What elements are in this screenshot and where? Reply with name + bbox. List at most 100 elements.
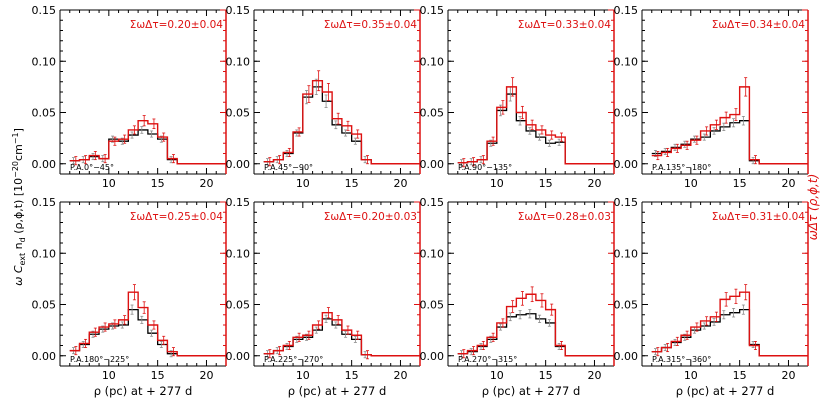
y-tick-label: 0.00 bbox=[420, 350, 445, 363]
x-tick-label: 15 bbox=[151, 177, 165, 190]
y-tick-label: 0.15 bbox=[32, 4, 57, 17]
y-tick-label: 0.10 bbox=[614, 247, 639, 260]
y-tick-label: 0.05 bbox=[226, 299, 251, 312]
y-tick-label: 0.05 bbox=[420, 107, 445, 120]
y-tick-label: 0.05 bbox=[420, 299, 445, 312]
x-tick-label: 10 bbox=[296, 369, 310, 382]
series-red-line bbox=[69, 291, 226, 357]
tau-sum-label: ΣωΔτ=0.34±0.04 bbox=[712, 19, 806, 31]
x-tick-label: 10 bbox=[296, 177, 310, 190]
panel-4: 0.00 0.05 0.10 0.15 10 15 20 ΣωΔτ=0.34±0.04 P.A.… bbox=[614, 4, 809, 190]
x-tick-label: 10 bbox=[102, 177, 116, 190]
ylabel-left-tail: (ρ,ϕ,t) [10 bbox=[12, 178, 25, 237]
y-tick-label: 0.00 bbox=[226, 158, 251, 171]
x-tick-label: 20 bbox=[587, 369, 601, 382]
ylabel-left-mid: n bbox=[12, 242, 25, 252]
x-tick-label: 10 bbox=[684, 369, 698, 382]
ylabel-right: ωΔτ (ρ,ϕ,t) bbox=[806, 174, 820, 241]
tau-sum-label: ΣωΔτ=0.31±0.04 bbox=[712, 211, 806, 223]
y-tick-label: 0.15 bbox=[32, 196, 57, 209]
panel-1: 0.00 0.05 0.10 0.15 10 15 20 ΣωΔτ=0.20±0.04 P.A.… bbox=[32, 4, 227, 190]
series-red-line bbox=[651, 86, 808, 165]
y-tick-label: 0.10 bbox=[226, 55, 251, 68]
ylabel-left: ω Cext nd (ρ,ϕ,t) [10−20cm−1] bbox=[11, 128, 27, 286]
x-tick-label: 15 bbox=[151, 369, 165, 382]
position-angle-label: P.A.90°−135° bbox=[458, 163, 512, 172]
position-angle-label: P.A.135°−180° bbox=[652, 163, 711, 172]
y-tick-label: 0.00 bbox=[614, 158, 639, 171]
y-tick-label: 0.00 bbox=[614, 350, 639, 363]
y-tick-label: 0.00 bbox=[32, 158, 57, 171]
ylabel-left-sup: −20 bbox=[11, 161, 20, 178]
series-red-line bbox=[69, 120, 226, 165]
series-black-line bbox=[651, 308, 808, 357]
y-tick-label: 0.05 bbox=[226, 107, 251, 120]
ylabel-left-sup2: −1 bbox=[11, 132, 20, 144]
ylabel-left-end: cm bbox=[12, 144, 25, 161]
panels-group: 0.00 0.05 0.10 0.15 10 15 20 ΣωΔτ=0.20±0.04 P.A.… bbox=[32, 4, 809, 398]
y-tick-label: 0.05 bbox=[32, 299, 57, 312]
y-tick-label: 0.00 bbox=[226, 350, 251, 363]
x-tick-label: 15 bbox=[345, 177, 359, 190]
position-angle-label: P.A.180°−225° bbox=[70, 355, 129, 364]
x-tick-label: 15 bbox=[733, 177, 747, 190]
tau-sum-label: ΣωΔτ=0.20±0.03 bbox=[324, 211, 417, 223]
x-axis-label: ρ (pc) at + 277 d bbox=[94, 384, 193, 398]
x-tick-label: 20 bbox=[587, 177, 601, 190]
y-tick-label: 0.00 bbox=[420, 158, 445, 171]
y-tick-label: 0.05 bbox=[614, 299, 639, 312]
position-angle-label: P.A.270°−315° bbox=[458, 355, 517, 364]
position-angle-label: P.A.0°−45° bbox=[70, 163, 114, 172]
x-tick-label: 10 bbox=[490, 369, 504, 382]
position-angle-label: P.A.45°−90° bbox=[264, 163, 313, 172]
tau-sum-label: ΣωΔτ=0.28±0.03 bbox=[518, 211, 611, 223]
x-axis-label: ρ (pc) at + 277 d bbox=[482, 384, 581, 398]
position-angle-label: P.A.225°−270° bbox=[264, 355, 323, 364]
x-tick-label: 10 bbox=[102, 369, 116, 382]
panel-3: 0.00 0.05 0.10 0.15 10 15 20 ΣωΔτ=0.33±0.04 P.A.… bbox=[420, 4, 615, 190]
y-tick-label: 0.05 bbox=[32, 107, 57, 120]
y-tick-label: 0.15 bbox=[614, 4, 639, 17]
position-angle-label: P.A.315°−360° bbox=[652, 355, 711, 364]
x-tick-label: 10 bbox=[684, 177, 698, 190]
y-tick-label: 0.10 bbox=[226, 247, 251, 260]
x-tick-label: 15 bbox=[345, 369, 359, 382]
x-tick-label: 15 bbox=[539, 177, 553, 190]
y-tick-label: 0.10 bbox=[32, 247, 57, 260]
x-tick-label: 15 bbox=[539, 369, 553, 382]
x-tick-label: 20 bbox=[199, 177, 213, 190]
panel-7: 0.00 0.05 0.10 0.15 10 15 20 ΣωΔτ=0.28±0.03 P.A.… bbox=[420, 196, 615, 398]
x-tick-label: 10 bbox=[490, 177, 504, 190]
tau-sum-label: ΣωΔτ=0.25±0.04 bbox=[130, 211, 224, 223]
y-tick-label: 0.15 bbox=[420, 4, 445, 17]
series-red-line bbox=[457, 293, 614, 357]
panel-5: 0.00 0.05 0.10 0.15 10 15 20 ΣωΔτ=0.25±0.04 P.A.… bbox=[32, 196, 227, 398]
tau-sum-label: ΣωΔτ=0.33±0.04 bbox=[518, 19, 612, 31]
x-axis-label: ρ (pc) at + 277 d bbox=[288, 384, 387, 398]
series-red-line bbox=[457, 86, 614, 165]
series-red-line bbox=[263, 312, 420, 357]
panel-6: 0.00 0.05 0.10 0.15 10 15 20 ΣωΔτ=0.20±0.03 P.A.… bbox=[226, 196, 421, 398]
x-tick-label: 20 bbox=[199, 369, 213, 382]
y-tick-label: 0.15 bbox=[226, 4, 251, 17]
panel-8: 0.00 0.05 0.10 0.15 10 15 20 ΣωΔτ=0.31±0.04 P.A.… bbox=[614, 196, 809, 398]
series-red-line bbox=[651, 291, 808, 357]
x-axis-label: ρ (pc) at + 277 d bbox=[676, 384, 775, 398]
x-tick-label: 20 bbox=[781, 369, 795, 382]
ylabel-left-sub2: d bbox=[18, 237, 27, 242]
ylabel-left-close: ] bbox=[12, 128, 25, 132]
tau-sum-label: ΣωΔτ=0.35±0.04 bbox=[324, 19, 418, 31]
y-tick-label: 0.00 bbox=[32, 350, 57, 363]
y-tick-label: 0.15 bbox=[614, 196, 639, 209]
series-red-line bbox=[263, 80, 420, 165]
x-tick-label: 20 bbox=[393, 177, 407, 190]
series-black-line bbox=[651, 120, 808, 165]
y-tick-label: 0.15 bbox=[420, 196, 445, 209]
y-tick-label: 0.10 bbox=[420, 247, 445, 260]
x-tick-label: 15 bbox=[733, 369, 747, 382]
y-tick-label: 0.10 bbox=[32, 55, 57, 68]
ylabel-left-main: ω C bbox=[12, 265, 25, 286]
y-tick-label: 0.05 bbox=[614, 107, 639, 120]
y-tick-label: 0.10 bbox=[420, 55, 445, 68]
